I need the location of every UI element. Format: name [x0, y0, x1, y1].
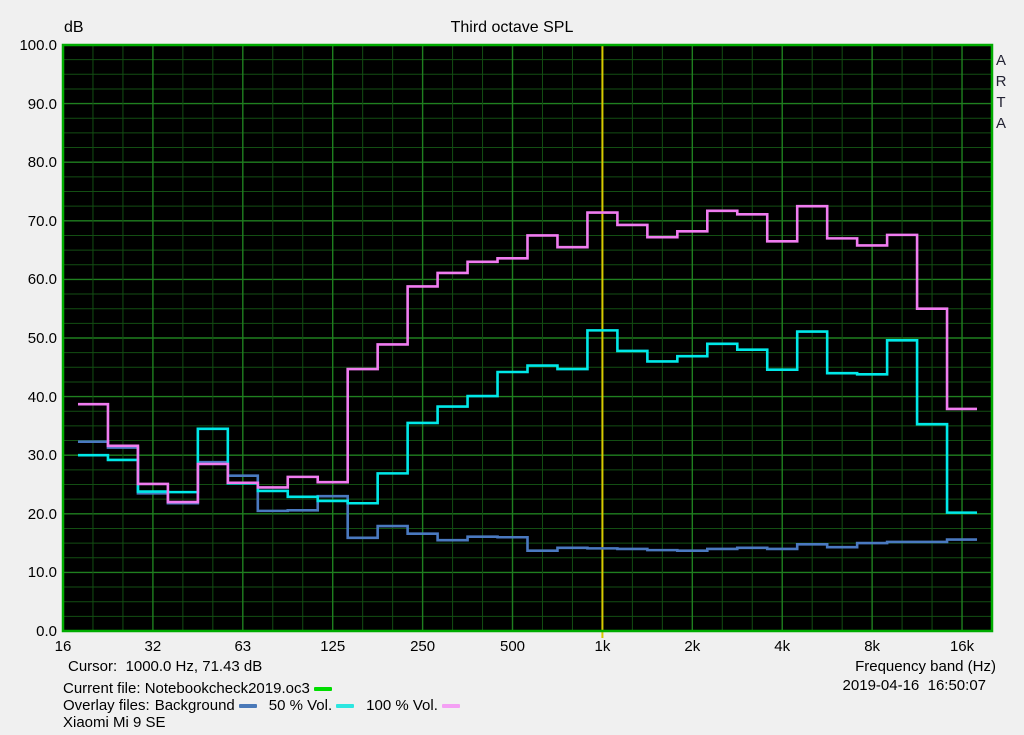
device-name: Xiaomi Mi 9 SE — [63, 714, 166, 731]
y-tick-label: 100.0 — [19, 37, 57, 54]
legend-label-50-vol: 50 % Vol. — [268, 697, 333, 714]
x-tick-label: 1k — [594, 638, 611, 655]
cursor-readout: Cursor: 1000.0 Hz, 71.43 dB — [68, 658, 263, 675]
legend-dash-background — [238, 703, 257, 708]
y-tick-label: 40.0 — [27, 388, 57, 406]
x-tick-label: 250 — [410, 638, 436, 655]
x-tick-label: 4k — [774, 638, 791, 655]
x-tick-label: 2k — [684, 638, 701, 655]
current-file-row: Current file: Notebookcheck2019.oc3 — [63, 680, 332, 697]
legend-dash-50-vol — [336, 703, 355, 708]
legend-dash-100-vol — [441, 703, 460, 708]
y-tick-label: 20.0 — [27, 505, 57, 523]
x-tick-label: 16 — [54, 638, 72, 655]
legend-label-100-vol: 100 % Vol. — [366, 697, 438, 714]
x-tick-label: 32 — [144, 638, 162, 655]
x-tick-label: 125 — [320, 638, 346, 655]
y-tick-label: 50.0 — [27, 330, 57, 347]
x-axis-title: Frequency band (Hz) — [855, 658, 996, 675]
x-tick-label: 500 — [500, 638, 526, 655]
current-file-label: Current file: Notebookcheck2019.oc3 — [63, 680, 310, 697]
x-tick-label: 63 — [234, 638, 252, 655]
y-tick-label: 80.0 — [27, 154, 57, 172]
legend-label-background: Background — [154, 697, 235, 714]
chart-title: Third octave SPL — [450, 19, 574, 36]
y-tick-label: 90.0 — [27, 95, 57, 113]
timestamp: 2019-04-16 16:50:07 — [842, 677, 986, 694]
y-tick-label: 60.0 — [27, 271, 57, 289]
y-tick-label: 0.0 — [36, 623, 57, 640]
x-tick-label: 8k — [864, 638, 881, 655]
y-tick-label: 10.0 — [27, 564, 57, 582]
y-tick-label: 70.0 — [27, 212, 57, 230]
y-tick-label: 30.0 — [27, 447, 57, 465]
x-tick-label: 16k — [949, 638, 975, 655]
y-axis-unit-label: dB — [64, 19, 84, 36]
overlay-files-label: Overlay files: — [63, 697, 150, 714]
overlay-files-row: Overlay files: Background 50 % Vol. 100 … — [63, 697, 460, 714]
arta-watermark: ARTA — [995, 52, 1007, 132]
current-file-legend-dash — [313, 686, 332, 691]
